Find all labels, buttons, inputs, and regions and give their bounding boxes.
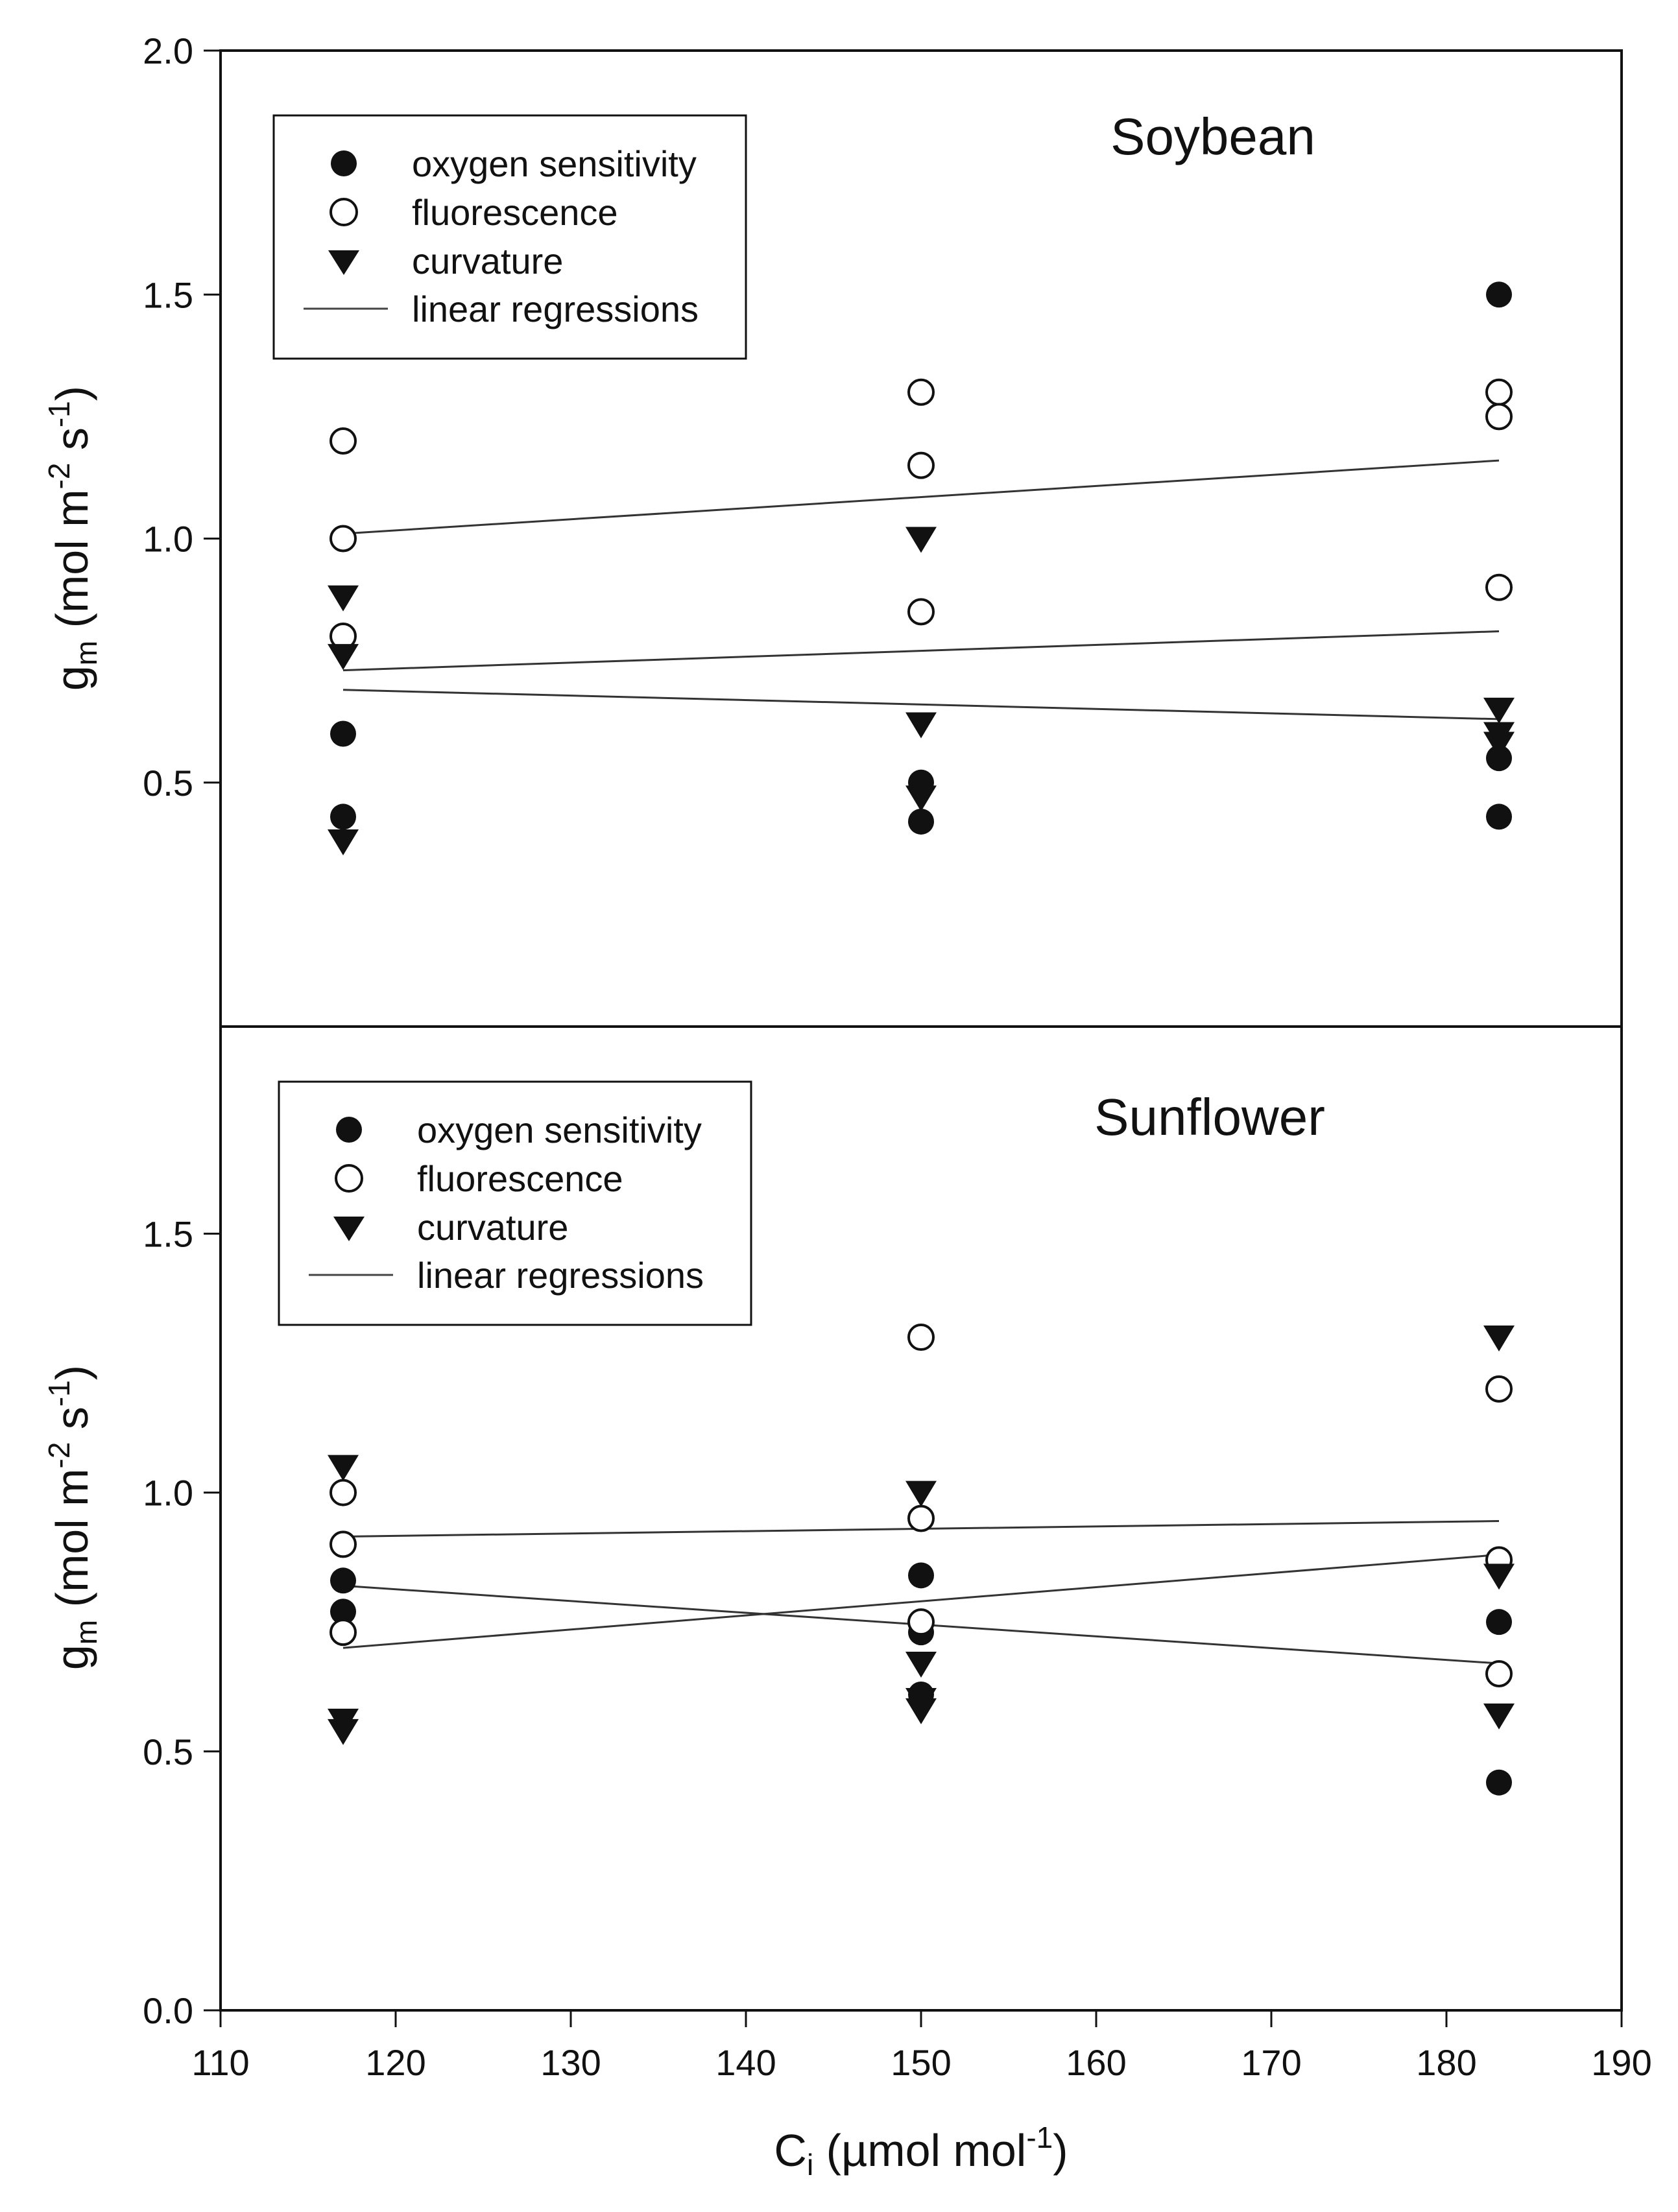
soybean-point-curvature [905,785,937,812]
sunflower-regression-line [342,1553,1500,1649]
soybean-data-points [328,281,1515,856]
soybean-point-curvature [328,585,359,612]
sunflower-legend: oxygen sensitivity fluorescence curvatur… [278,1080,752,1326]
soybean-point-fluorescence [907,598,935,626]
soybean-regression-line [342,689,1500,720]
sunflower-y-axis: 0.0 0.5 1.0 1.5 [143,1213,221,2031]
soybean-y-axis: 0.5 1.0 1.5 2.0 [143,30,221,803]
sunflower-x-tick-label: 180 [1416,2042,1476,2083]
sunflower-legend-marker-curvature [333,1217,365,1241]
soybean-point-curvature [328,829,359,856]
sunflower-x-tick-label: 140 [715,2042,776,2083]
soybean-y-tick-label: 1.5 [143,274,193,315]
sunflower-y-tick-label: 0.0 [143,1990,193,2031]
soybean-legend-marker-fluorescence [330,198,358,226]
soybean-legend-fluorescence: fluorescence [412,192,618,233]
sunflower-point-fluorescence [907,1608,935,1636]
sunflower-title: Sunflower [1094,1088,1325,1146]
soybean-legend-regressions: linear regressions [412,289,699,329]
sunflower-legend-marker-fluorescence [335,1164,363,1193]
soybean-point-curvature [1483,731,1515,758]
sunflower-x-tick-label: 150 [891,2042,951,2083]
sunflower-y-tick-label: 1.5 [143,1213,193,1254]
soybean-point-fluorescence [330,427,357,455]
x-axis-label: Ci (µmol mol-1) [774,2121,1068,2182]
sunflower-point-curvature [328,1718,359,1745]
soybean-y-tick-label: 2.0 [143,30,193,71]
sunflower-panel: 0.0 0.5 1.0 1.5 110 120 130 140 150 160 170 180 190… [143,1025,1652,2083]
sunflower-point-fluorescence [330,1619,357,1647]
sunflower-point-oxygen-sensitivity [1486,1769,1512,1796]
soybean-legend-oxygen: oxygen sensitivity [412,143,697,184]
sunflower-legend-fluorescence: fluorescence [417,1158,623,1199]
sunflower-point-fluorescence [1485,1660,1513,1688]
sunflower-data-points [328,1324,1515,1796]
soybean-regression-line [342,459,1500,535]
sunflower-point-curvature [1483,1703,1515,1730]
sunflower-point-curvature [328,1455,359,1481]
soybean-point-curvature [905,527,937,553]
soybean-point-oxygen-sensitivity [1486,803,1512,830]
sunflower-y-axis-label: gm (mol m-2 s-1) [42,1365,103,1670]
sunflower-point-fluorescence [330,1530,357,1558]
sunflower-point-fluorescence [907,1504,935,1532]
soybean-point-curvature [1483,697,1515,724]
soybean-y-tick-label: 0.5 [143,763,193,803]
soybean-point-oxygen-sensitivity [908,808,934,835]
sunflower-x-tick-label: 110 [191,2042,249,2083]
sunflower-point-fluorescence [907,1324,935,1351]
sunflower-point-curvature [905,1698,937,1724]
soybean-title: Soybean [1110,108,1315,165]
soybean-y-axis-label: gm (mol m-2 s-1) [42,386,103,691]
soybean-regression-lines [342,459,1500,720]
sunflower-point-curvature [905,1481,937,1507]
soybean-point-fluorescence [907,451,935,479]
soybean-legend-marker-oxygen [331,150,357,176]
soybean-legend-curvature: curvature [412,241,563,281]
sunflower-x-tick-label: 120 [365,2042,425,2083]
soybean-legend-marker-curvature [328,250,359,275]
soybean-point-oxygen-sensitivity [330,803,356,830]
sunflower-y-tick-label: 0.5 [143,1731,193,1772]
soybean-panel: 0.5 1.0 1.5 2.0 Soybean oxygen sensitivity … [143,30,1623,1028]
sunflower-x-tick-label: 160 [1066,2042,1126,2083]
sunflower-y-tick-label: 1.0 [143,1473,193,1514]
sunflower-point-curvature [905,1652,937,1678]
sunflower-point-fluorescence [330,1479,357,1506]
soybean-point-curvature [905,712,937,739]
soybean-point-fluorescence [330,525,357,553]
sunflower-point-fluorescence [1485,1375,1513,1403]
soybean-point-fluorescence [1485,378,1513,406]
sunflower-x-tick-label: 190 [1591,2042,1651,2083]
sunflower-legend-marker-oxygen [336,1117,362,1143]
soybean-point-fluorescence [1485,403,1513,431]
soybean-y-tick-label: 1.0 [143,519,193,560]
soybean-regression-line [342,630,1500,672]
soybean-point-fluorescence [907,378,935,406]
sunflower-point-curvature [1483,1564,1515,1590]
soybean-point-fluorescence [1485,573,1513,601]
sunflower-x-tick-label: 170 [1241,2042,1301,2083]
soybean-legend: oxygen sensitivity fluorescence curvatur… [272,114,747,360]
sunflower-legend-regressions: linear regressions [417,1255,704,1296]
soybean-point-oxygen-sensitivity [1486,745,1512,772]
soybean-point-curvature [328,644,359,671]
sunflower-point-oxygen-sensitivity [330,1599,356,1625]
sunflower-x-tick-label: 130 [540,2042,601,2083]
sunflower-point-oxygen-sensitivity [330,1567,356,1594]
sunflower-point-curvature [1483,1326,1515,1352]
soybean-point-oxygen-sensitivity [330,720,356,747]
sunflower-point-oxygen-sensitivity [1486,1609,1512,1635]
sunflower-point-oxygen-sensitivity [908,1562,934,1589]
sunflower-legend-curvature: curvature [417,1207,568,1248]
sunflower-x-axis: 110 120 130 140 150 160 170 180 190 [191,2010,1652,2083]
sunflower-legend-oxygen: oxygen sensitivity [417,1110,702,1150]
soybean-point-oxygen-sensitivity [1486,281,1512,308]
